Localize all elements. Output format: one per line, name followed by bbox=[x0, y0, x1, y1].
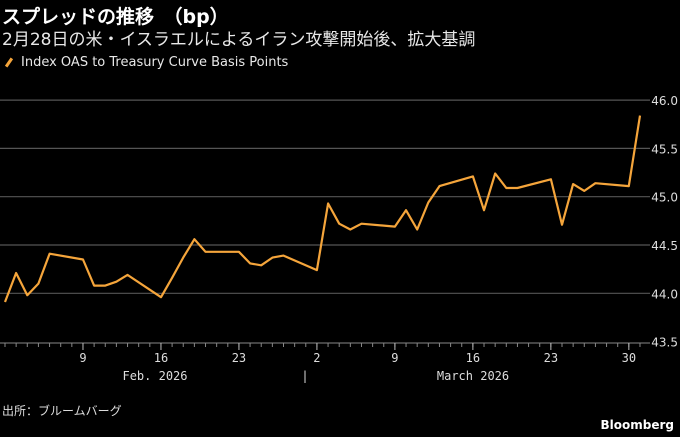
y-tick-label: 46.0 bbox=[651, 94, 678, 108]
x-tick-label: 2 bbox=[313, 351, 320, 365]
legend-label: Index OAS to Treasury Curve Basis Points bbox=[21, 55, 289, 70]
x-tick-label: 16 bbox=[466, 351, 480, 365]
y-tick-label: 43.5 bbox=[651, 336, 678, 350]
chart-subtitle: 2月28日の米・イスラエルによるイラン攻撃開始後、拡大基調 bbox=[2, 30, 476, 50]
chart-title: スプレッドの推移 （bp） bbox=[2, 6, 229, 28]
x-tick-label: 23 bbox=[232, 351, 246, 365]
month-separator: | bbox=[301, 369, 308, 383]
y-tick-label: 45.5 bbox=[651, 142, 678, 156]
x-tick-label: 9 bbox=[79, 351, 86, 365]
month-label-march: March 2026 bbox=[437, 369, 509, 383]
y-tick-label: 44.5 bbox=[651, 239, 678, 253]
bloomberg-logo: Bloomberg bbox=[600, 418, 675, 432]
legend: Index OAS to Treasury Curve Basis Points bbox=[4, 55, 288, 70]
x-tick-label: 23 bbox=[544, 351, 558, 365]
month-label-feb: Feb. 2026 bbox=[122, 369, 187, 383]
y-tick-label: 45.0 bbox=[651, 191, 678, 205]
source-note: 出所：ブルームバーグ bbox=[2, 404, 122, 418]
series-line bbox=[3, 115, 642, 303]
y-tick-label: 44.0 bbox=[651, 287, 678, 301]
x-tick-label: 30 bbox=[622, 351, 636, 365]
x-tick-label: 9 bbox=[391, 351, 398, 365]
x-tick-label: 16 bbox=[154, 351, 168, 365]
